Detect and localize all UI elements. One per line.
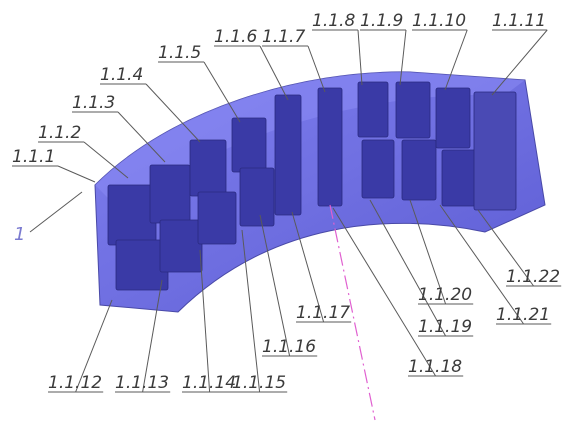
callout-label: 1.1.2 bbox=[38, 123, 81, 143]
callout-label: 1.1.18 bbox=[408, 357, 462, 377]
part-label: 1 bbox=[14, 224, 25, 245]
callout-label: 1.1.11 bbox=[492, 11, 546, 31]
callout-bottom-12: 1.1.12 bbox=[48, 300, 112, 393]
callout-label: 1.1.22 bbox=[506, 267, 560, 287]
callout-label: 1.1.20 bbox=[418, 285, 472, 305]
callout-label: 1.1.3 bbox=[72, 93, 115, 113]
callout-label: 1.1.10 bbox=[412, 11, 466, 31]
callout-label: 1.1.9 bbox=[360, 11, 403, 31]
callout-label: 1.1.13 bbox=[115, 373, 169, 393]
callout-label: 1.1.4 bbox=[100, 65, 143, 85]
callout-label: 1.1.16 bbox=[262, 337, 316, 357]
callout-label: 1.1.12 bbox=[48, 373, 102, 393]
callout-label: 1.1.14 bbox=[182, 373, 236, 393]
callout-label: 1.1.17 bbox=[296, 303, 350, 323]
callout-label: 1.1.5 bbox=[158, 43, 201, 63]
callout-label: 1.1.21 bbox=[496, 305, 550, 325]
callout-label: 1.1.1 bbox=[12, 147, 55, 167]
callout-label: 1.1.7 bbox=[262, 27, 305, 47]
callout-label: 1.1.6 bbox=[214, 27, 257, 47]
part-label-group: 1 bbox=[14, 192, 82, 245]
callout-label: 1.1.19 bbox=[418, 317, 472, 337]
callout-label: 1.1.8 bbox=[312, 11, 355, 31]
callout-label: 1.1.15 bbox=[232, 373, 286, 393]
callout-top-1: 1.1.1 bbox=[12, 147, 95, 182]
